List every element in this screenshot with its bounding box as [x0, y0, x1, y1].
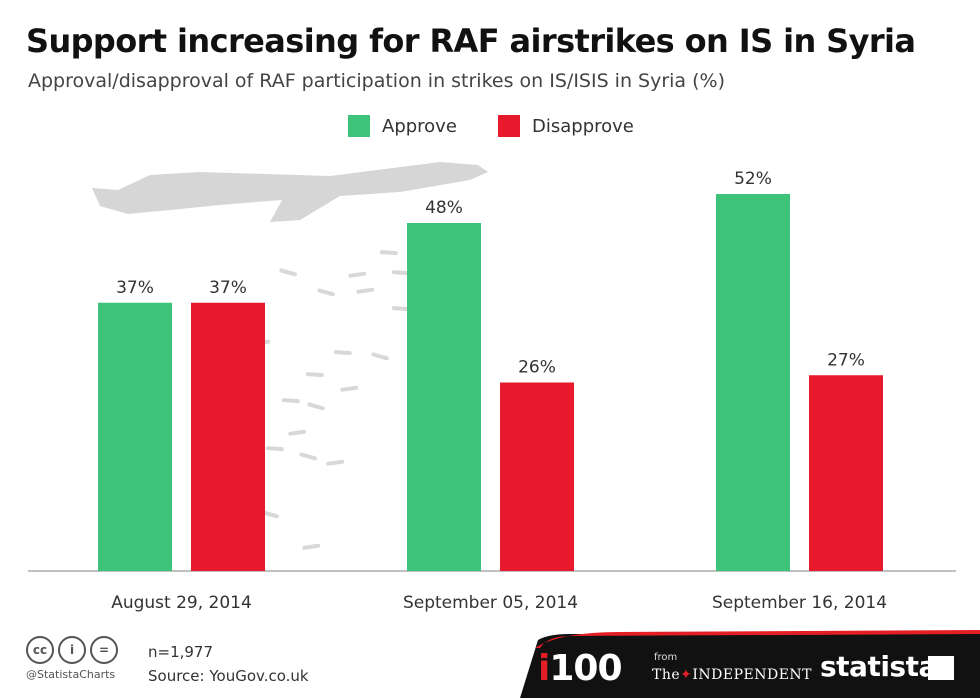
bomb-shape	[371, 352, 389, 361]
data-label-approve-0: 37%	[116, 278, 154, 298]
sample-size: n=1,977	[148, 643, 214, 661]
plane-illustration	[92, 162, 488, 222]
i100-logo[interactable]: i100	[538, 648, 623, 689]
data-label-approve-2: 52%	[734, 169, 772, 189]
footer-band	[520, 634, 980, 698]
source-text[interactable]: Source: YouGov.co.uk	[148, 667, 309, 685]
independent-the: The	[652, 667, 681, 683]
i100-logo-rest: 100	[549, 648, 622, 689]
x-tick-label-0: August 29, 2014	[111, 593, 252, 613]
footer-band-accent	[535, 630, 980, 648]
chart-subtitle: Approval/disapproval of RAF participatio…	[28, 70, 725, 92]
bomb-shape	[317, 288, 335, 297]
legend: Approve Disapprove	[0, 115, 980, 141]
bomb-shape	[261, 510, 279, 519]
bomb-shape	[348, 271, 367, 278]
independent-logo[interactable]: The✦INDEPENDENT	[652, 667, 812, 683]
statista-handle[interactable]: @StatistaCharts	[26, 668, 116, 681]
data-label-disapprove-0: 37%	[209, 278, 247, 298]
bomb-shape	[265, 446, 284, 452]
bar-approve-1	[407, 223, 481, 571]
chart-meta: n=1,977 Source: YouGov.co.uk	[148, 640, 309, 688]
chart-title: Support increasing for RAF airstrikes on…	[26, 22, 916, 60]
no-derivatives-icon: =	[90, 636, 118, 664]
bomb-shape	[307, 402, 325, 411]
legend-item-approve: Approve	[348, 115, 457, 137]
data-label-approve-1: 48%	[425, 198, 463, 218]
bomb-shape	[391, 270, 410, 276]
data-label-disapprove-2: 27%	[827, 350, 865, 370]
cc-icons: cc i =	[26, 636, 118, 664]
eagle-icon: ✦	[680, 667, 693, 683]
legend-label-disapprove: Disapprove	[532, 115, 634, 137]
statista-logo[interactable]: statista	[820, 650, 937, 683]
bomb-shape	[305, 372, 324, 378]
bomb-shape	[288, 429, 307, 436]
i100-logo-i: i	[538, 648, 550, 689]
bomb-shape	[299, 452, 317, 461]
legend-swatch-approve	[348, 115, 370, 137]
cc-icon: cc	[26, 636, 54, 664]
brand-from: from	[654, 652, 678, 663]
x-tick-label-2: September 16, 2014	[712, 593, 887, 613]
data-label-disapprove-1: 26%	[518, 358, 556, 378]
bomb-shape	[326, 459, 345, 466]
bar-disapprove-1	[500, 382, 574, 571]
legend-item-disapprove: Disapprove	[498, 115, 634, 137]
bomb-shape	[302, 543, 321, 550]
bomb-shape	[279, 268, 297, 277]
bomb-shape	[379, 250, 398, 256]
bomb-shape	[281, 398, 300, 404]
bomb-shape	[391, 306, 410, 312]
bar-disapprove-2	[809, 375, 883, 571]
bomb-shape	[333, 350, 352, 356]
x-tick-label-1: September 05, 2014	[403, 593, 578, 613]
bar-approve-2	[716, 194, 790, 571]
bomb-shape	[356, 287, 375, 294]
legend-label-approve: Approve	[382, 115, 457, 137]
license-area: cc i = @StatistaCharts	[26, 636, 118, 681]
bar-disapprove-0	[191, 302, 265, 571]
independent-name: INDEPENDENT	[692, 667, 813, 683]
legend-swatch-disapprove	[498, 115, 520, 137]
attribution-icon: i	[58, 636, 86, 664]
bomb-shape	[340, 385, 359, 392]
bar-approve-0	[98, 302, 172, 571]
statista-logo-icon	[928, 656, 954, 680]
